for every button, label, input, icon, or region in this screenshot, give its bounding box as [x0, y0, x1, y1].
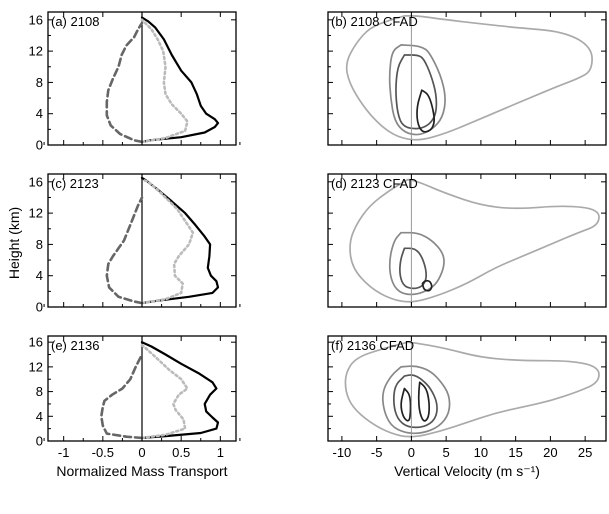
- y-tick-label: 0: [36, 434, 43, 449]
- panel-label: (a) 2108: [51, 14, 99, 29]
- contour-level-4: [421, 279, 433, 292]
- series-line-dashed-grey: [100, 353, 144, 440]
- y-tick-label: 12: [29, 206, 43, 221]
- x-tick-label: -10: [333, 445, 352, 460]
- series-line-dotted-grey: [140, 178, 195, 305]
- panel-frame: [327, 173, 607, 308]
- y-tick-label: 16: [29, 12, 43, 27]
- y-tick-label: 8: [36, 384, 43, 399]
- series-line-solid-black: [140, 16, 220, 143]
- y-tick-label: 4: [36, 106, 43, 121]
- panel-e: (e) 2136 0 4 8 12 16 -1 -0.5 0 0.5 1 Normalized Mas…: [29, 335, 241, 479]
- contour-level-1: [345, 15, 593, 141]
- y-tick-label: 8: [36, 75, 43, 90]
- x-tick-label: -0.5: [92, 445, 114, 460]
- plot-area-f: [344, 336, 600, 441]
- plot-area-d: [349, 174, 600, 307]
- series-line-dashed-grey: [105, 196, 144, 305]
- x-axis-label: Vertical Velocity (m s⁻¹): [394, 463, 540, 479]
- y-tick-label: 16: [29, 174, 43, 189]
- x-tick-label: 10: [474, 445, 488, 460]
- plot-area-b: [345, 12, 593, 145]
- contour-level-1: [349, 178, 600, 303]
- series-line-solid-black: [140, 341, 220, 439]
- y-tick-label: 0: [36, 300, 43, 315]
- panel-label: (e) 2136: [51, 338, 99, 353]
- panel-label: (d) 2123 CFAD: [331, 176, 418, 191]
- contour-level-3: [395, 54, 438, 130]
- panel-label: (f) 2136 CFAD: [331, 338, 414, 353]
- panel-label: (b) 2108 CFAD: [331, 14, 418, 29]
- x-tick-label: -5: [371, 445, 383, 460]
- series-line-solid-black: [140, 176, 220, 305]
- y-tick-label: 8: [36, 237, 43, 252]
- x-tick-label: -1: [58, 445, 70, 460]
- panel-f: (f) 2136 CFAD -10 -5 0 5 10 15 20 25 Vertical Vel…: [327, 335, 607, 479]
- y-tick-label: 4: [36, 268, 43, 283]
- series-line-dotted-grey: [140, 344, 189, 440]
- plot-area-e: [100, 336, 220, 441]
- y-tick-label: 12: [29, 359, 43, 374]
- panel-d: (d) 2123 CFAD: [327, 173, 607, 308]
- x-axis-label: Normalized Mass Transport: [56, 463, 227, 479]
- panel-frame: [327, 11, 607, 146]
- y-tick-label: 0: [36, 138, 43, 153]
- y-axis-label: Height (km): [6, 207, 22, 279]
- panel-a: (a) 2108 0 4 8 12 16: [29, 11, 241, 153]
- contour-level-2: [381, 365, 451, 435]
- plot-area-c: [105, 174, 220, 307]
- x-tick-label: 5: [443, 445, 450, 460]
- panel-c: (c) 2123 0 4 8 12 16: [29, 173, 241, 315]
- series-line-dashed-grey: [105, 21, 144, 144]
- contour-level-1: [344, 341, 600, 438]
- series-line-dotted-grey: [140, 18, 189, 144]
- y-tick-label: 4: [36, 409, 43, 424]
- x-tick-label: 0.5: [172, 445, 190, 460]
- panel-b: (b) 2108 CFAD: [327, 11, 607, 146]
- x-tick-label: 25: [578, 445, 592, 460]
- panels-group: (a) 2108 0 4 8 12 16 (b) 2108 CFAD (c) 2123 0 4 8 1…: [29, 11, 607, 479]
- y-tick-label: 16: [29, 335, 43, 350]
- x-tick-label: 0: [408, 445, 415, 460]
- contour-level-4: [400, 387, 412, 422]
- y-tick-label: 12: [29, 44, 43, 59]
- panel-label: (c) 2123: [51, 176, 99, 191]
- x-tick-label: 20: [543, 445, 557, 460]
- x-tick-label: 15: [508, 445, 522, 460]
- x-tick-label: 0: [138, 445, 145, 460]
- contour-level-4: [417, 381, 431, 422]
- panel-frame: [327, 335, 607, 442]
- contour-level-2: [388, 231, 445, 296]
- contour-level-3: [392, 374, 438, 429]
- plot-area-a: [105, 12, 220, 145]
- x-tick-label: 1: [217, 445, 224, 460]
- contour-level-4: [416, 89, 436, 133]
- contour-level-3: [399, 247, 428, 290]
